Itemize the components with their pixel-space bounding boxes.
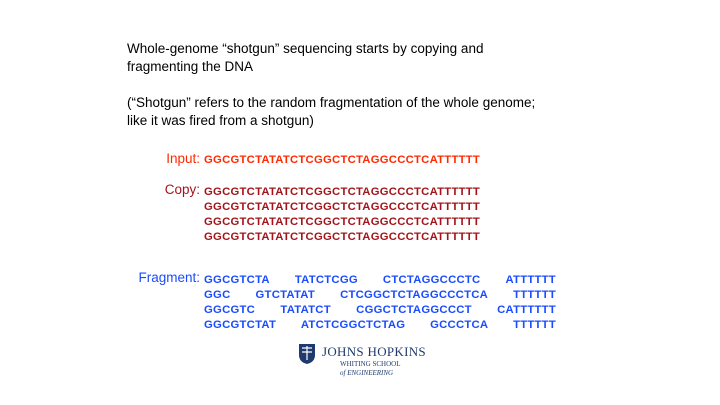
copy-label: Copy: bbox=[164, 182, 200, 197]
fragment: GGC bbox=[204, 289, 231, 301]
copy-sequence: GGCGTCTATATCTCGGCTCTAGGCCCTCATTTTTT bbox=[204, 231, 481, 243]
fragment-rows: GGCGTCTA TATCTCGG CTCTAGGCCCTC ATTTTTT GGC GT… bbox=[204, 273, 556, 333]
fragment: CTCTAGGCCCTC bbox=[382, 274, 481, 286]
copy-sequence: GGCGTCTATATCTCGGCTCTAGGCCCTCATTTTTT bbox=[204, 216, 481, 228]
input-label: Input: bbox=[166, 151, 200, 166]
logo-division: of ENGINEERING bbox=[340, 369, 394, 377]
fragment: GGCGTCTAT bbox=[204, 319, 277, 331]
copy-sequence: GGCGTCTATATCTCGGCTCTAGGCCCTCATTTTTT bbox=[204, 201, 481, 213]
fragment: TTTTTT bbox=[513, 289, 556, 301]
fragment: GCCCTCA bbox=[430, 319, 489, 331]
copy-sequence: GGCGTCTATATCTCGGCTCTAGGCCCTCATTTTTT bbox=[204, 186, 481, 198]
intro-line: Whole-genome “shotgun” sequencing starts… bbox=[127, 41, 484, 56]
fragment: GTCTATAT bbox=[255, 289, 316, 301]
fragment: GGCGTCTA bbox=[204, 274, 270, 286]
fragment: ATCTCGGCTCTAG bbox=[300, 319, 406, 331]
fragment-label: Fragment: bbox=[138, 270, 200, 285]
note-line: like it was fired from a shotgun) bbox=[127, 113, 314, 128]
fragment: CATTTTTT bbox=[497, 304, 556, 316]
intro-line: fragmenting the DNA bbox=[127, 59, 254, 74]
logo-name: JOHNS HOPKINS bbox=[322, 344, 426, 359]
intro: Whole-genome “shotgun” sequencing starts… bbox=[127, 40, 483, 76]
copy-sequences: GGCGTCTATATCTCGGCTCTAGGCCCTCATTTTTT GGCGT… bbox=[204, 185, 480, 245]
input-sequence: GGCGTCTATATCTCGGCTCTAGGCCCTCATTTTTT bbox=[204, 154, 481, 166]
note: (“Shotgun” refers to the random fragment… bbox=[127, 94, 535, 130]
fragment: GGCGTC bbox=[204, 304, 256, 316]
fragment: ATTTTTT bbox=[505, 274, 556, 286]
fragment: TTTTTT bbox=[513, 319, 556, 331]
logo-shield bbox=[299, 344, 315, 364]
fragment-row: GGCGTCTAT ATCTCGGCTCTAG GCCCTCA TTTTTT bbox=[204, 318, 556, 333]
fragment-row: GGCGTC TATATCT CGGCTCTAGGCCCT CATTTTTT bbox=[204, 303, 556, 318]
fragment: TATCTCGG bbox=[294, 274, 358, 286]
fragment: CTCGGCTCTAGGCCCTCA bbox=[340, 289, 489, 301]
fragment: TATATCT bbox=[280, 304, 331, 316]
note-line: (“Shotgun” refers to the random fragment… bbox=[127, 95, 536, 110]
fragment-row: GGCGTCTA TATCTCGG CTCTAGGCCCTC ATTTTTT bbox=[204, 273, 556, 288]
logo-school: WHITING SCHOOL bbox=[340, 360, 401, 368]
fragment: CGGCTCTAGGCCCT bbox=[356, 304, 472, 316]
fragment-row: GGC GTCTATAT CTCGGCTCTAGGCCCTCA TTTTTT bbox=[204, 288, 556, 303]
